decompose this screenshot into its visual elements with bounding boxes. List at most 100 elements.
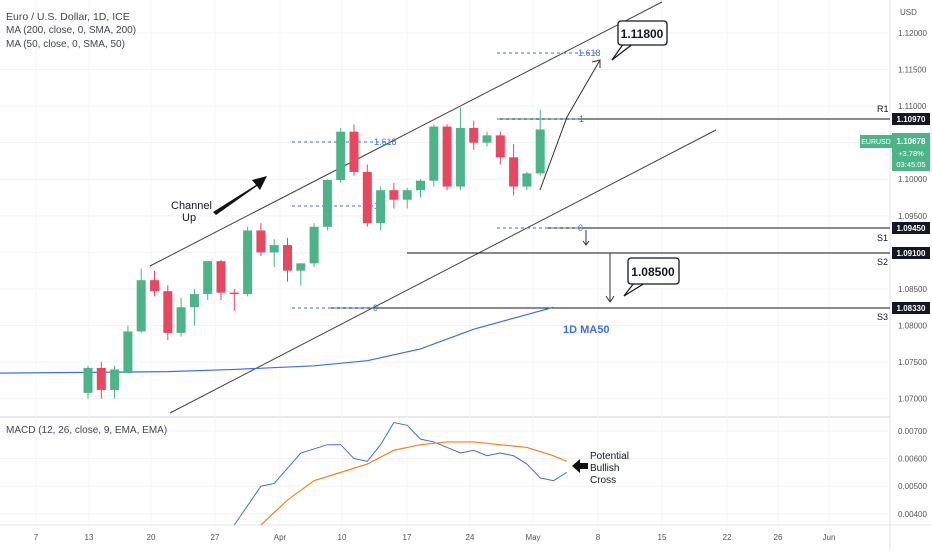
fib-b-1-label: 1 xyxy=(579,114,584,124)
current-symbol-bg xyxy=(860,135,892,148)
macd-note-line-1: Potential xyxy=(590,451,629,462)
candles xyxy=(83,107,545,399)
badge-s1-value: 1.09450 xyxy=(897,224,926,233)
callout-target-up-text: 1.11800 xyxy=(621,27,664,41)
macd-line xyxy=(233,421,568,526)
time-tick-label: 24 xyxy=(466,533,475,542)
grid-lines xyxy=(0,32,890,515)
callout-target-down-box xyxy=(627,257,680,285)
level-r1-label: R1 xyxy=(877,104,889,114)
fib-a-1618-label: 1.618 xyxy=(374,137,397,147)
current-price-bg xyxy=(892,133,930,171)
macd-legend-text: MACD (12, 26, close, 9, EMA, EMA) xyxy=(6,425,168,436)
s1-small-arrowhead xyxy=(582,240,590,246)
projection-down-arrowhead xyxy=(605,295,615,303)
symbol-legend[interactable]: Euro / U.S. Dollar, 1D, ICE MA (200, clo… xyxy=(6,10,136,52)
candle-body xyxy=(150,280,159,292)
candle-body xyxy=(283,245,292,271)
candle-body xyxy=(336,131,346,180)
price-tick-label: 1.08500 xyxy=(898,285,927,294)
candle-body xyxy=(455,128,465,187)
candle-body xyxy=(83,367,93,393)
candle-body xyxy=(256,230,266,253)
level-s1-label: S1 xyxy=(877,233,888,243)
time-tick-label: 15 xyxy=(658,533,667,542)
ma50-label: 1D MA50 xyxy=(563,324,609,336)
candle-body xyxy=(203,261,213,295)
candle-body xyxy=(296,263,306,271)
ma200-legend: MA (200, close, 0, SMA, 200) xyxy=(6,25,137,36)
current-price: 1.10678 xyxy=(897,137,926,146)
projection-up-arrowhead xyxy=(591,59,601,68)
fib-b-1618-label: 1.618 xyxy=(578,48,601,58)
time-tick-label: Apr xyxy=(274,533,287,542)
time-tick-label: 20 xyxy=(147,533,156,542)
candle-body xyxy=(376,190,386,224)
level-badges: 1.10970 1.09450 1.09100 1.08330 xyxy=(892,113,930,314)
current-change: +3.78% xyxy=(898,149,924,158)
badge-s2-value: 1.09100 xyxy=(897,249,926,258)
time-tick-label: 10 xyxy=(338,533,347,542)
candle-body xyxy=(402,190,412,200)
macd-note: Potential Bullish Cross xyxy=(572,451,629,486)
candle-body xyxy=(123,331,133,374)
candle-body xyxy=(309,226,319,264)
current-timer: 03:45:05 xyxy=(896,160,925,169)
candle-body xyxy=(389,190,399,200)
level-labels: R1 S1 S2 S3 xyxy=(877,104,889,322)
macd-note-line-3: Cross xyxy=(590,475,616,486)
price-tick-label: 1.11500 xyxy=(898,66,927,75)
candle-body xyxy=(269,245,279,253)
badge-s3-bg xyxy=(892,302,930,314)
candle-body xyxy=(110,369,120,390)
time-tick-label: 26 xyxy=(774,533,783,542)
badge-r1-bg xyxy=(892,113,930,125)
fib-b-0-label: 0 xyxy=(578,223,583,233)
levels xyxy=(330,118,890,309)
price-tick-label: 1.11000 xyxy=(898,102,927,111)
channel-direction-arrow xyxy=(213,176,267,215)
projection-arrows xyxy=(539,59,615,303)
time-axis[interactable]: 7 13 20 27 Apr 10 17 24 May 8 15 22 26 Jun xyxy=(34,533,836,542)
candle-body xyxy=(229,292,239,295)
level-s2-label: S2 xyxy=(877,257,888,267)
candle-body xyxy=(535,129,545,174)
macd-tick-label: 0.00400 xyxy=(898,510,927,519)
level-s3-label: S3 xyxy=(877,312,888,322)
channel-upper-line xyxy=(149,1,663,267)
candle-body xyxy=(482,135,492,143)
callout-target-down: 1.08500 xyxy=(623,257,680,297)
badge-s2-bg xyxy=(892,247,930,259)
callout-target-up: 1.11800 xyxy=(611,20,668,61)
candle-body xyxy=(469,128,479,143)
callout-target-down-text: 1.08500 xyxy=(631,265,675,279)
candle-body xyxy=(163,291,173,333)
callout-target-up-pointer xyxy=(611,42,635,61)
fib-a-0-label: 0 xyxy=(373,303,378,313)
time-tick-label: May xyxy=(525,533,540,542)
candle-body xyxy=(522,173,532,187)
candle-body xyxy=(429,126,439,181)
candle-body xyxy=(216,261,226,293)
symbol-title: Euro / U.S. Dollar, 1D, ICE xyxy=(6,11,130,23)
macd-note-arrow xyxy=(572,459,588,473)
channel-lower-line xyxy=(169,129,717,414)
ma50-line xyxy=(0,306,554,374)
candle-body xyxy=(136,280,146,332)
candle-body xyxy=(509,157,519,187)
candle-body xyxy=(362,171,372,224)
macd-legend[interactable]: MACD (12, 26, close, 9, EMA, EMA) xyxy=(6,424,167,438)
time-tick-label: 7 xyxy=(34,533,39,542)
time-tick-label: Jun xyxy=(823,533,836,542)
candle-body xyxy=(349,131,359,172)
price-tick-label: 1.08000 xyxy=(898,322,927,331)
current-symbol: EURUSD xyxy=(861,139,891,146)
price-tick-label: 1.10000 xyxy=(898,175,927,184)
macd-note-line-2: Bullish xyxy=(590,463,619,474)
badge-s3-value: 1.08330 xyxy=(897,304,926,313)
badge-s1-bg xyxy=(892,222,930,234)
candle-body xyxy=(322,179,332,227)
macd-axis[interactable]: 0.00700 0.00600 0.00500 0.00400 xyxy=(898,427,927,519)
